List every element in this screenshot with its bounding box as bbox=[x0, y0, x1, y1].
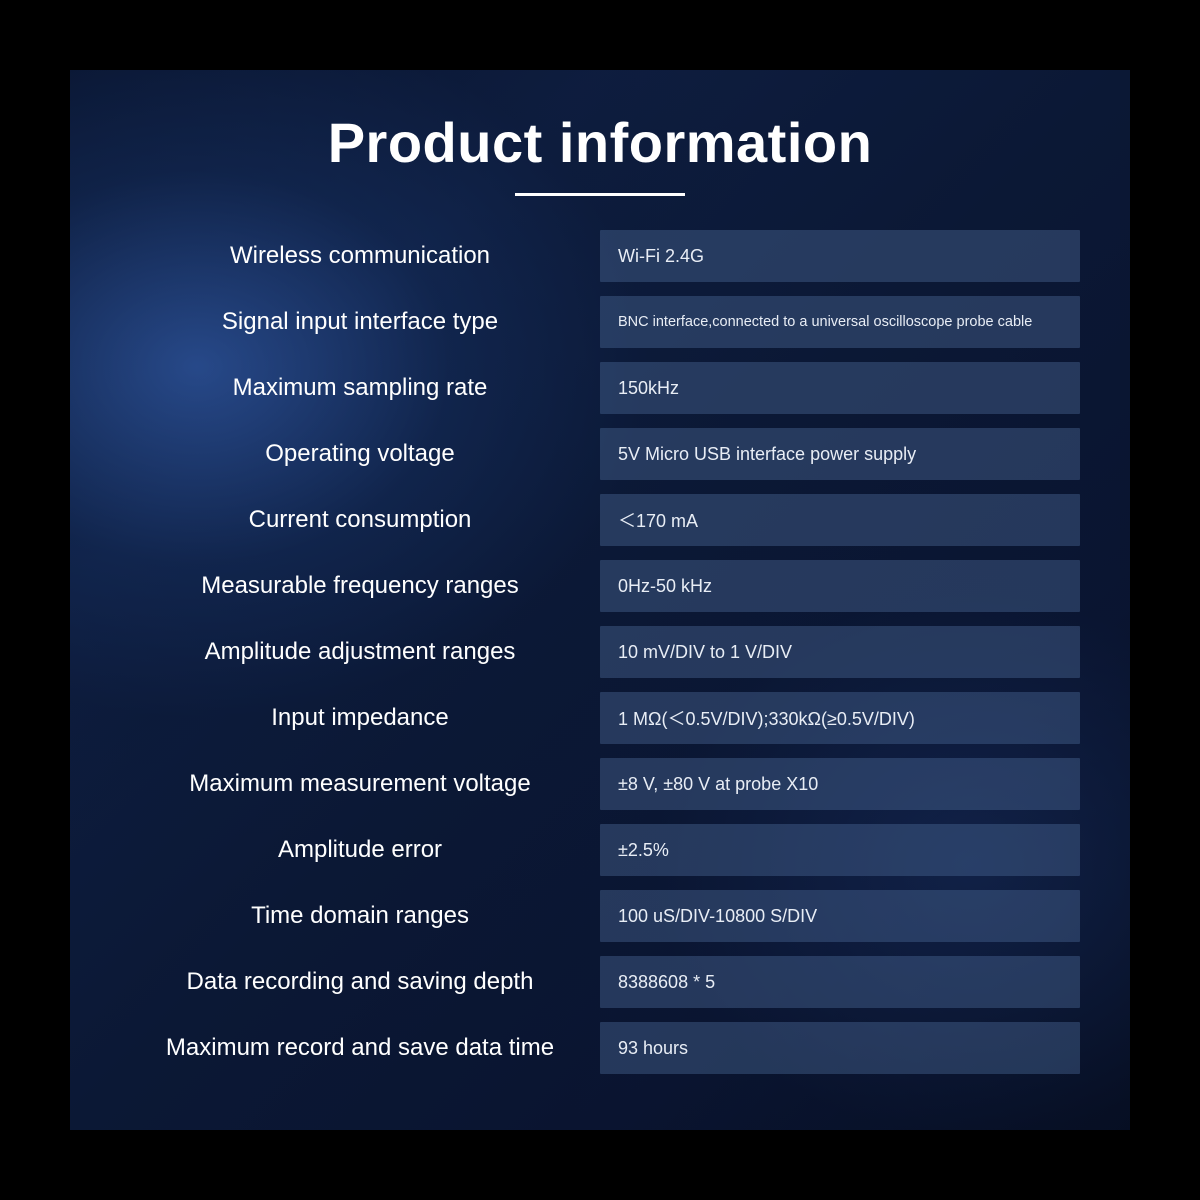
spec-table: Wireless communicationWi-Fi 2.4GSignal i… bbox=[120, 230, 1080, 1074]
spec-value: 150kHz bbox=[600, 362, 1080, 414]
spec-row: Measurable frequency ranges0Hz-50 kHz bbox=[120, 560, 1080, 612]
spec-row: Amplitude error±2.5% bbox=[120, 824, 1080, 876]
spec-value: ＜170 mA bbox=[600, 494, 1080, 546]
title-underline bbox=[515, 193, 685, 196]
info-panel: Product information Wireless communicati… bbox=[70, 70, 1130, 1130]
spec-value: 5V Micro USB interface power supply bbox=[600, 428, 1080, 480]
spec-label: Amplitude adjustment ranges bbox=[120, 626, 600, 678]
spec-row: Time domain ranges100 uS/DIV-10800 S/DIV bbox=[120, 890, 1080, 942]
spec-value: 100 uS/DIV-10800 S/DIV bbox=[600, 890, 1080, 942]
spec-row: Maximum record and save data time93 hour… bbox=[120, 1022, 1080, 1074]
spec-label: Time domain ranges bbox=[120, 890, 600, 942]
spec-value: 8388608 * 5 bbox=[600, 956, 1080, 1008]
spec-label: Maximum record and save data time bbox=[120, 1022, 600, 1074]
spec-row: Maximum measurement voltage±8 V, ±80 V a… bbox=[120, 758, 1080, 810]
spec-row: Current consumption＜170 mA bbox=[120, 494, 1080, 546]
spec-label: Current consumption bbox=[120, 494, 600, 546]
page-title: Product information bbox=[120, 110, 1080, 175]
spec-value: 10 mV/DIV to 1 V/DIV bbox=[600, 626, 1080, 678]
spec-label: Data recording and saving depth bbox=[120, 956, 600, 1008]
spec-label: Input impedance bbox=[120, 692, 600, 744]
spec-row: Data recording and saving depth8388608 *… bbox=[120, 956, 1080, 1008]
spec-label: Maximum measurement voltage bbox=[120, 758, 600, 810]
spec-value: ±2.5% bbox=[600, 824, 1080, 876]
spec-value: 93 hours bbox=[600, 1022, 1080, 1074]
spec-value: Wi-Fi 2.4G bbox=[600, 230, 1080, 282]
spec-label: Measurable frequency ranges bbox=[120, 560, 600, 612]
spec-row: Amplitude adjustment ranges10 mV/DIV to … bbox=[120, 626, 1080, 678]
spec-value: 1 MΩ(＜0.5V/DIV);330kΩ(≥0.5V/DIV) bbox=[600, 692, 1080, 744]
canvas: Product information Wireless communicati… bbox=[0, 0, 1200, 1200]
spec-row: Operating voltage5V Micro USB interface … bbox=[120, 428, 1080, 480]
spec-row: Signal input interface typeBNC interface… bbox=[120, 296, 1080, 348]
spec-label: Wireless communication bbox=[120, 230, 600, 282]
spec-value: 0Hz-50 kHz bbox=[600, 560, 1080, 612]
spec-row: Wireless communicationWi-Fi 2.4G bbox=[120, 230, 1080, 282]
spec-label: Amplitude error bbox=[120, 824, 600, 876]
spec-row: Input impedance1 MΩ(＜0.5V/DIV);330kΩ(≥0.… bbox=[120, 692, 1080, 744]
spec-label: Signal input interface type bbox=[120, 296, 600, 348]
spec-row: Maximum sampling rate150kHz bbox=[120, 362, 1080, 414]
spec-value: BNC interface,connected to a universal o… bbox=[600, 296, 1080, 348]
spec-label: Operating voltage bbox=[120, 428, 600, 480]
spec-label: Maximum sampling rate bbox=[120, 362, 600, 414]
spec-value: ±8 V, ±80 V at probe X10 bbox=[600, 758, 1080, 810]
